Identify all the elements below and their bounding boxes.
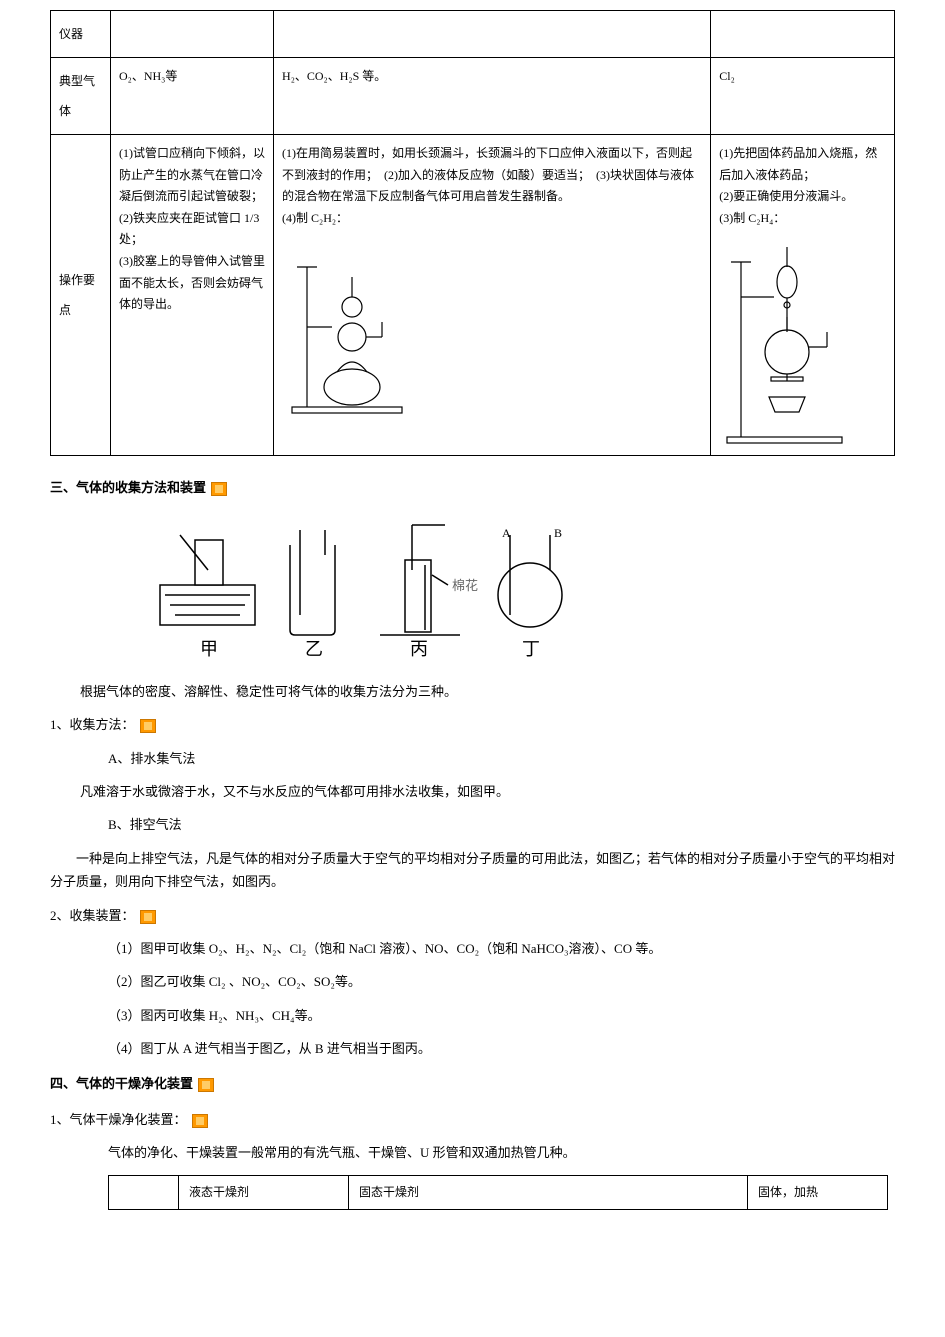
sub1-a: A、排水集气法 (108, 747, 895, 770)
label-b: B (554, 526, 562, 540)
section-3-title: 三、气体的收集方法和装置 (50, 480, 206, 495)
section3-intro: 根据气体的密度、溶解性、稳定性可将气体的收集方法分为三种。 (80, 680, 895, 703)
cell-op-1: (1)试管口应稍向下倾斜，以防止产生的水蒸气在管口冷凝后倒流而引起试管破裂； (… (111, 135, 274, 456)
cell-gas-2: H₂、CO₂、H₂S 等。 (274, 58, 711, 135)
section-4-heading: 四、气体的干燥净化装置 (50, 1072, 895, 1095)
collection-methods-svg-icon: 棉花 A B 甲 乙 丙 丁 (150, 515, 590, 665)
row-header-gas: 典型气体 (51, 58, 111, 135)
row-header-apparatus: 仪器 (51, 11, 111, 58)
drying-h1: 液态干燥剂 (179, 1175, 349, 1210)
section4-intro: 气体的净化、干燥装置一般常用的有洗气瓶、干燥管、U 形管和双通加热管几种。 (108, 1141, 895, 1164)
flask-funnel-diagram (719, 237, 849, 447)
kipps-svg-icon (282, 237, 412, 417)
marker-icon (211, 482, 227, 496)
row-header-operation: 操作要点 (51, 135, 111, 456)
cell-gas-1: O₂、NH₃等 (111, 58, 274, 135)
sub1-a-text: 凡难溶于水或微溶于水，又不与水反应的气体都可用排水法收集，如图甲。 (80, 780, 895, 803)
caption-yi: 乙 (305, 639, 323, 659)
marker-icon (192, 1114, 208, 1128)
label-a: A (502, 526, 511, 540)
section4-sub1-label: 1、气体干燥净化装置： (50, 1112, 187, 1127)
caption-ding: 丁 (522, 639, 540, 659)
drying-h3: 固体，加热 (748, 1175, 888, 1210)
collection-methods-diagram: 棉花 A B 甲 乙 丙 丁 (150, 515, 590, 665)
section-3-heading: 三、气体的收集方法和装置 (50, 476, 895, 499)
sub2-2: （2）图乙可收集 Cl₂ 、NO₂、CO₂、SO₂等。 (108, 970, 895, 993)
section4-title: 四、气体的干燥净化装置 (50, 1076, 193, 1091)
sub2-4: （4）图丁从 A 进气相当于图乙，从 B 进气相当于图丙。 (108, 1037, 895, 1060)
sub-collect-device: 2、收集装置： (50, 904, 895, 927)
sub1-label: 1、收集方法： (50, 717, 135, 732)
cell-apparatus-1 (111, 11, 274, 58)
cell-gas-3: Cl₂ (711, 58, 895, 135)
cell-op-2: (1)在用简易装置时，如用长颈漏斗，长颈漏斗的下口应伸入液面以下，否则起不到液封… (274, 135, 711, 456)
caption-jia: 甲 (200, 639, 218, 659)
sub2-3: （3）图丙可收集 H₂、NH₃、CH₄等。 (108, 1004, 895, 1027)
marker-icon (198, 1078, 214, 1092)
cell-op-2-text: (1)在用简易装置时，如用长颈漏斗，长颈漏斗的下口应伸入液面以下，否则起不到液封… (282, 143, 702, 229)
cell-op-3-text: (1)先把固体药品加入烧瓶，然后加入液体药品； (2)要正确使用分液漏斗。 (3… (719, 143, 886, 229)
sub-collect-method: 1、收集方法： (50, 713, 895, 736)
drying-empty-cell (109, 1175, 179, 1210)
kipps-generator-diagram (282, 237, 412, 417)
cotton-label: 棉花 (452, 578, 478, 593)
sub1-b-text: 一种是向上排空气法，凡是气体的相对分子质量大于空气的平均相对分子质量的可用此法，… (50, 847, 895, 894)
sub-drying-device: 1、气体干燥净化装置： (50, 1108, 895, 1131)
marker-icon (140, 719, 156, 733)
apparatus-table: 仪器 典型气体 O₂、NH₃等 H₂、CO₂、H₂S 等。 Cl₂ 操作要点 (… (50, 10, 895, 456)
marker-icon (140, 910, 156, 924)
drying-table: 液态干燥剂 固态干燥剂 固体，加热 (108, 1175, 888, 1211)
cell-apparatus-3 (711, 11, 895, 58)
caption-bing: 丙 (410, 639, 428, 659)
cell-op-3: (1)先把固体药品加入烧瓶，然后加入液体药品； (2)要正确使用分液漏斗。 (3… (711, 135, 895, 456)
cell-apparatus-2 (274, 11, 711, 58)
sub1-b: B、排空气法 (108, 813, 895, 836)
flask-funnel-svg-icon (719, 237, 849, 447)
sub2-1: （1）图甲可收集 O₂、H₂、N₂、Cl₂（饱和 NaCl 溶液）、NO、CO₂… (108, 937, 895, 960)
drying-h2: 固态干燥剂 (349, 1175, 748, 1210)
sub2-label: 2、收集装置： (50, 908, 135, 923)
